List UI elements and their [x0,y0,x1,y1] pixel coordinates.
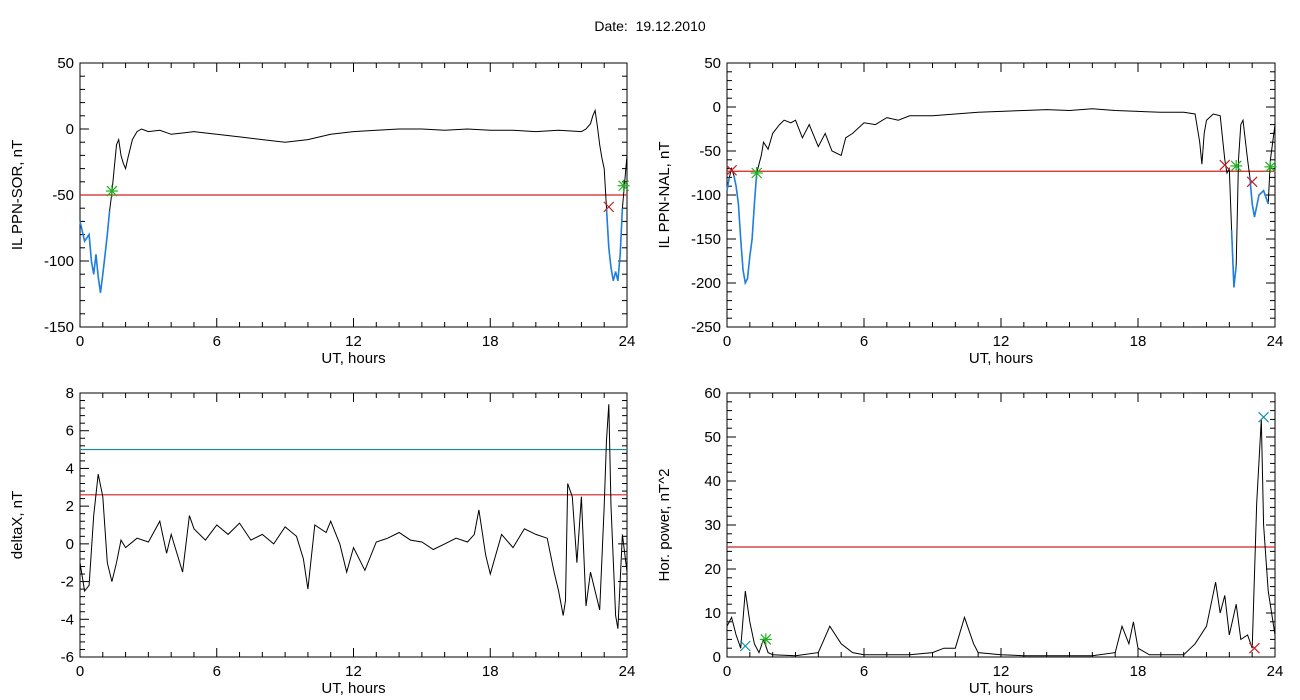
y-tick-label: -100 [44,253,74,270]
y-tick-label: -150 [44,319,74,336]
y-tick-label: 2 [66,498,74,515]
marker-cyan-x [1258,411,1270,423]
below-threshold-segment [1249,177,1269,218]
y-tick-label: -2 [61,574,74,591]
below-threshold-segment [1230,230,1237,288]
marker-stroke [1258,411,1270,423]
below-threshold-segment [733,172,758,286]
y-tick-label: 50 [704,55,721,72]
x-tick-label: 24 [1267,663,1284,680]
x-axis-label: UT, hours [969,350,1033,367]
y-tick-label: -4 [61,611,74,628]
y-axis-label: IL PPN-NAL, nT [656,142,673,249]
marker-stroke [1219,159,1231,171]
plot-frame [79,392,628,658]
below-threshold-segment [79,210,111,293]
y-tick-label: 4 [66,460,74,477]
y-tick-label: -150 [691,231,721,248]
y-tick-label: 40 [704,473,721,490]
x-axis-label: UT, hours [321,680,385,697]
x-tick-label: 24 [619,663,636,680]
marker-stroke [1249,642,1260,654]
y-tick-label: 60 [704,385,721,402]
plot-frame [726,392,1276,658]
y-tick-label: -6 [61,649,74,666]
x-tick-label: 24 [1267,333,1284,350]
marker-cyan-x [739,640,751,652]
x-tick-label: 6 [860,663,868,680]
x-tick-label: 6 [213,333,221,350]
x-tick-label: 12 [993,333,1010,350]
y-axis-label: IL PPN-SOR, nT [9,140,26,250]
x-tick-label: 0 [723,663,731,680]
x-tick-label: 24 [619,333,636,350]
y-tick-label: 8 [66,385,74,402]
x-tick-label: 6 [213,663,221,680]
y-tick-label: 0 [713,99,721,116]
plot-frame [726,62,1276,328]
x-tick-label: 12 [993,663,1010,680]
y-tick-label: 20 [704,561,721,578]
y-tick-label: -250 [691,319,721,336]
marker-red-x [1249,642,1260,654]
y-tick-label: 0 [66,536,74,553]
marker-green-asterisk [759,633,772,646]
series-line [79,404,628,629]
chart-panel-1: 0 6 12 18 24 -150 -100 -50 0 50 UT, hours IL PPN-SO… [9,55,635,367]
marker-stroke [603,201,615,213]
y-tick-label: 30 [704,517,721,534]
y-tick-label: 6 [66,423,74,440]
series-line [726,419,1276,657]
marker-stroke [1246,176,1258,188]
x-tick-label: 6 [860,333,868,350]
x-tick-label: 18 [482,663,499,680]
x-tick-label: 18 [482,333,499,350]
marker-green-asterisk [750,167,763,179]
y-tick-label: 10 [704,605,721,622]
y-tick-label: 0 [713,649,721,666]
marker-red-x [1219,159,1231,171]
marker-red-x [603,201,615,213]
y-tick-label: -50 [699,143,721,160]
below-threshold-segment [605,208,624,281]
series-line [79,108,628,293]
y-tick-label: 0 [66,121,74,138]
x-tick-label: 0 [76,333,84,350]
y-tick-label: 50 [704,429,721,446]
x-tick-label: 12 [345,663,362,680]
marker-stroke [726,164,737,176]
x-axis-label: UT, hours [321,350,385,367]
chart-panel-2: 0 6 12 18 24 -250 -200 -150 -100 -50 0 50 UT, hours I… [656,55,1283,367]
y-axis-label: deltaX, nT [9,491,26,559]
x-axis-label: UT, hours [969,680,1033,697]
marker-green-asterisk [1230,159,1243,172]
marker-stroke [739,640,751,652]
page-title: Date: 19.12.2010 [594,18,706,34]
marker-red-x [726,164,737,176]
marker-red-x [1246,176,1258,188]
marker-green-asterisk [617,179,630,192]
y-tick-label: -50 [52,187,74,204]
x-tick-label: 12 [345,333,362,350]
marker-green-asterisk [105,185,118,198]
y-tick-label: -200 [691,275,721,292]
chart-panel-4: 0 6 12 18 24 0 10 20 30 40 50 60 UT, hours Hor. power… [656,385,1283,697]
marker-green-asterisk [1264,160,1277,173]
x-tick-label: 0 [76,663,84,680]
below-threshold-segment [726,177,731,191]
y-axis-label: Hor. power, nT^2 [656,469,673,582]
series-line [726,108,1276,288]
y-tick-label: 50 [57,55,74,72]
x-tick-label: 18 [1130,333,1147,350]
x-tick-label: 18 [1130,663,1147,680]
x-tick-label: 0 [723,333,731,350]
y-tick-label: -100 [691,187,721,204]
